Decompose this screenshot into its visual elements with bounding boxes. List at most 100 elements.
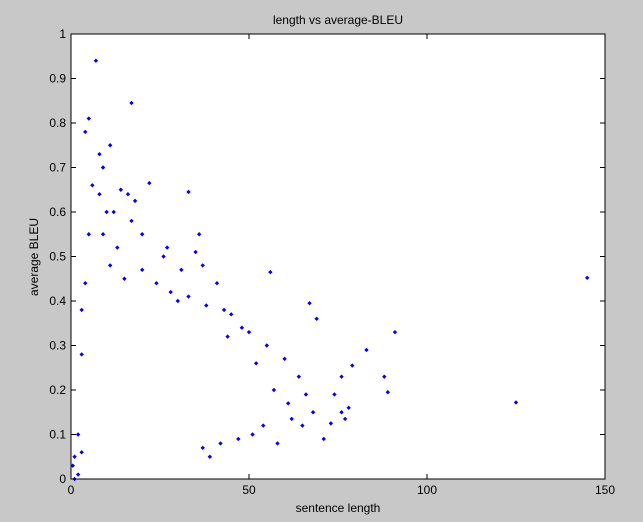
data-point	[289, 416, 294, 422]
data-point	[93, 58, 99, 63]
data-point	[79, 352, 84, 357]
data-point	[104, 209, 109, 215]
data-point	[72, 454, 77, 459]
data-point	[214, 281, 220, 286]
y-tick-label: 0.7	[49, 161, 66, 175]
data-point	[200, 263, 205, 268]
data-point	[186, 294, 191, 299]
data-point	[385, 390, 391, 395]
data-point	[97, 151, 102, 157]
x-axis-label: sentence length	[296, 501, 381, 515]
data-point	[285, 401, 291, 406]
data-point	[236, 436, 241, 442]
data-point	[147, 180, 152, 186]
data-point	[154, 281, 159, 286]
data-point	[229, 312, 234, 317]
data-point	[83, 129, 88, 135]
data-point	[513, 400, 519, 405]
points-layer	[70, 58, 590, 482]
y-tick-label: 0.5	[49, 250, 66, 264]
data-point	[132, 198, 138, 204]
data-point	[86, 232, 91, 237]
data-point	[115, 245, 120, 250]
data-point	[250, 432, 255, 437]
data-point	[314, 316, 319, 321]
x-tick-label: 50	[242, 483, 256, 497]
data-point	[100, 165, 106, 170]
data-point	[310, 410, 316, 415]
y-tick-label: 1	[59, 27, 66, 41]
data-point	[300, 423, 305, 428]
data-point	[382, 374, 387, 379]
data-point	[75, 472, 81, 477]
data-point	[350, 363, 355, 368]
data-point	[140, 267, 145, 273]
data-point	[261, 423, 266, 428]
data-point	[225, 334, 230, 339]
data-point	[253, 361, 259, 366]
plot-area	[70, 33, 606, 480]
data-point	[221, 307, 227, 313]
data-point	[107, 143, 113, 148]
data-point	[204, 303, 209, 308]
data-point	[168, 289, 173, 295]
data-point	[86, 116, 91, 121]
data-point	[83, 281, 88, 286]
data-point	[70, 463, 75, 468]
chart-title: length vs average-BLEU	[273, 13, 403, 27]
y-tick-label: 0	[59, 472, 66, 486]
data-point	[79, 450, 84, 455]
data-point	[392, 329, 398, 335]
data-point	[339, 374, 344, 379]
y-tick-label: 0.1	[49, 428, 66, 442]
data-point	[196, 232, 202, 237]
data-point	[175, 298, 180, 304]
data-point	[75, 432, 81, 437]
data-point	[282, 356, 287, 362]
data-point	[307, 301, 312, 306]
data-point	[207, 454, 213, 459]
y-tick-label: 0.9	[49, 72, 66, 86]
axes-layer: 0 50 100 150 0 0.1 0.2 0.3 0.4 0.5 0.6 0.7 0.8 0.9 1	[49, 27, 615, 497]
data-point	[342, 416, 348, 422]
data-point	[239, 325, 245, 330]
y-tick-label: 0.8	[49, 116, 66, 130]
data-point	[364, 347, 369, 353]
x-tick-label: 150	[595, 483, 615, 497]
x-tick-label: 0	[68, 483, 75, 497]
data-point	[268, 269, 273, 275]
y-tick-label: 0.4	[49, 294, 66, 308]
data-point	[275, 441, 280, 446]
x-tick-label: 100	[417, 483, 437, 497]
y-axis-label: average BLEU	[27, 218, 41, 296]
data-point	[328, 421, 334, 426]
data-point	[129, 100, 134, 106]
data-point	[161, 254, 166, 259]
data-point	[186, 189, 191, 195]
data-point	[332, 392, 337, 397]
data-point	[100, 232, 106, 237]
data-point	[339, 410, 344, 415]
data-point	[140, 232, 145, 237]
data-point	[271, 387, 277, 393]
data-point	[585, 275, 590, 281]
data-point	[200, 445, 205, 451]
data-point	[321, 436, 326, 442]
data-point	[303, 392, 309, 397]
data-point	[118, 187, 124, 192]
data-point	[296, 374, 302, 379]
data-point	[107, 263, 113, 268]
data-point	[122, 276, 127, 281]
data-point	[97, 192, 102, 197]
data-point	[111, 209, 116, 215]
data-point	[164, 245, 170, 250]
data-point	[264, 343, 269, 348]
data-point	[346, 405, 351, 410]
data-point	[129, 218, 134, 224]
data-point	[193, 249, 198, 255]
data-point	[125, 192, 131, 197]
y-tick-label: 0.3	[49, 339, 66, 353]
data-point	[179, 267, 184, 273]
y-tick-label: 0.2	[49, 383, 66, 397]
